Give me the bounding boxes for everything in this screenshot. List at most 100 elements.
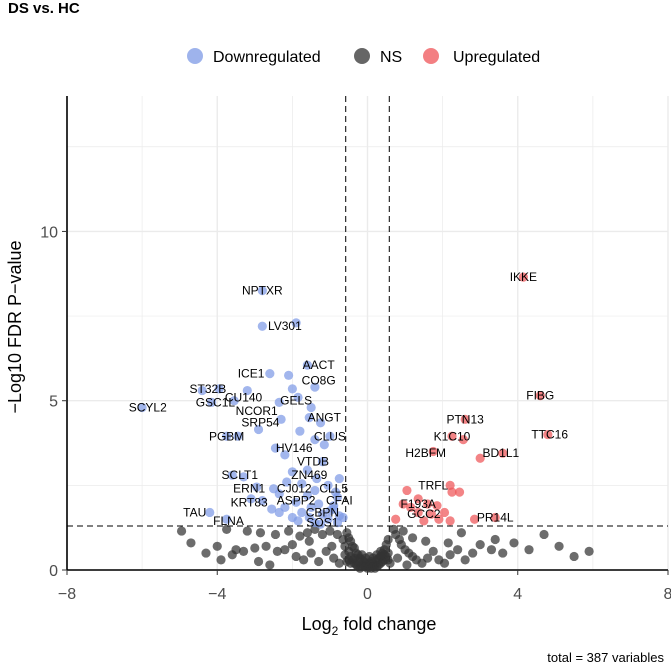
point-ns	[539, 529, 549, 540]
point-ns	[338, 534, 348, 545]
point-label: F193A	[401, 497, 436, 511]
point-ns	[299, 555, 309, 565]
point-label: CJ012	[277, 482, 312, 496]
point-label: HV146	[276, 441, 313, 455]
point-ns	[302, 528, 312, 538]
point-ns	[291, 551, 301, 562]
point-down	[306, 402, 316, 413]
x-axis-title: Log2 fold change	[302, 614, 437, 638]
point-ns	[306, 548, 316, 558]
point-label: CU140	[225, 390, 263, 404]
point-up	[475, 453, 485, 463]
point-up	[391, 514, 401, 524]
y-tick-label: 5	[49, 394, 58, 411]
point-down	[242, 385, 252, 396]
y-tick-label: 10	[40, 224, 58, 241]
point-ns	[327, 541, 337, 551]
point-label: NCOR1	[236, 404, 278, 418]
point-ns	[216, 555, 226, 565]
y-axis-title: −Log10 FDR P−value	[5, 240, 25, 413]
point-down	[280, 450, 290, 460]
point-ns	[468, 548, 478, 558]
point-down	[274, 489, 284, 499]
x-tick-label: −4	[208, 586, 226, 603]
point-label: TTC16	[531, 428, 568, 442]
point-label: KRT83	[231, 495, 268, 509]
point-ns	[407, 533, 418, 543]
point-label: GCC2	[407, 507, 441, 521]
point-ns	[439, 558, 450, 568]
point-down	[315, 519, 326, 529]
point-ns	[423, 553, 433, 563]
point-ns	[385, 558, 395, 568]
point-up	[432, 501, 442, 511]
point-down	[323, 514, 333, 524]
point-label: BD1L1	[482, 446, 519, 460]
point-ns	[334, 558, 344, 568]
point-up	[490, 512, 500, 523]
legend-label-ns: NS	[380, 49, 402, 66]
point-ns	[453, 545, 463, 555]
point-up	[426, 509, 436, 519]
point-ns	[445, 550, 455, 560]
point-down	[317, 457, 328, 467]
point-ns	[284, 526, 294, 536]
tick-labels: −8 −4 0 4 8 0 5 10	[40, 224, 671, 603]
point-up	[447, 431, 457, 441]
point-down	[293, 516, 303, 526]
point-up	[413, 494, 423, 504]
point-ns	[265, 560, 275, 570]
point-ns	[295, 531, 305, 541]
point-ns	[475, 540, 485, 550]
point-down	[338, 512, 348, 523]
point-up	[447, 487, 457, 497]
point-up	[439, 507, 450, 518]
x-tick-label: 4	[513, 586, 522, 603]
point-label: H2BFM	[405, 446, 446, 460]
point-down	[310, 485, 320, 496]
point-ns	[509, 538, 519, 548]
point-ns	[569, 551, 579, 562]
point-label: CO8G	[302, 373, 336, 387]
point-down	[284, 370, 294, 380]
point-down	[304, 413, 314, 423]
point-down	[302, 360, 312, 370]
point-down	[297, 507, 307, 518]
point-up	[535, 391, 545, 401]
point-down	[227, 470, 237, 480]
point-down	[314, 499, 324, 509]
point-down	[246, 494, 256, 504]
point-up	[434, 514, 444, 524]
point-down	[257, 286, 267, 296]
point-down	[207, 397, 217, 408]
point-ns	[460, 555, 470, 565]
point-ns	[428, 546, 438, 556]
point-down	[270, 443, 281, 453]
chart-title: DS vs. HC	[8, 0, 80, 17]
point-label: ASPP2	[277, 494, 316, 508]
point-label: LV301	[268, 319, 302, 333]
point-ns	[383, 534, 393, 545]
point-up	[498, 448, 508, 458]
point-label: GSC1L	[196, 395, 236, 409]
point-label: AACT	[303, 358, 336, 372]
point-up	[419, 516, 429, 526]
point-up	[402, 485, 412, 496]
x-tick-label: −8	[58, 586, 76, 603]
point-up	[458, 435, 468, 445]
point-label: SCYL2	[129, 400, 167, 414]
point-ns	[176, 526, 187, 536]
point-label: ICE1	[238, 367, 265, 381]
point-down	[293, 392, 303, 402]
point-down	[197, 385, 207, 396]
point-down	[229, 396, 239, 406]
point-label: VTDB	[297, 455, 329, 469]
legend-label-up: Upregulated	[453, 49, 540, 66]
point-down	[222, 514, 232, 524]
point-ns	[353, 556, 363, 567]
point-down	[274, 507, 284, 518]
point-label: PGBM	[209, 429, 244, 443]
point-down	[325, 431, 335, 441]
point-up	[518, 272, 528, 282]
